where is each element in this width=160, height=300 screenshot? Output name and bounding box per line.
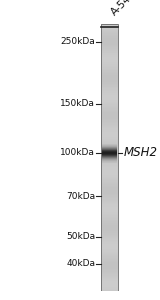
Text: 100kDa: 100kDa — [60, 148, 95, 158]
Bar — [101, 24, 118, 291]
Text: 50kDa: 50kDa — [66, 232, 95, 242]
Text: 70kDa: 70kDa — [66, 192, 95, 201]
Text: 250kDa: 250kDa — [60, 38, 95, 46]
Text: 40kDa: 40kDa — [66, 260, 95, 268]
Text: MSH2: MSH2 — [123, 146, 157, 160]
Text: A-549: A-549 — [110, 0, 138, 17]
Text: 150kDa: 150kDa — [60, 99, 95, 108]
